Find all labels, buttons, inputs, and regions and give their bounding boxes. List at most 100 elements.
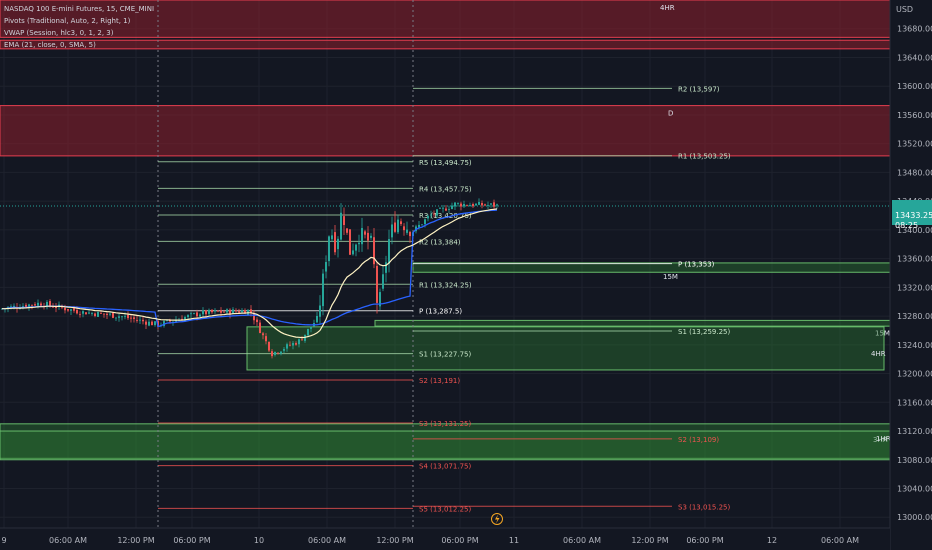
candle[interactable] xyxy=(406,221,408,235)
candle[interactable] xyxy=(457,202,459,207)
candle[interactable] xyxy=(232,307,234,315)
candle[interactable] xyxy=(46,300,48,310)
candle[interactable] xyxy=(352,243,354,256)
candle[interactable] xyxy=(154,321,156,327)
candle[interactable] xyxy=(430,210,432,219)
candle[interactable] xyxy=(148,318,150,327)
supply-zone[interactable] xyxy=(0,39,891,50)
candle[interactable] xyxy=(319,295,321,325)
candle[interactable] xyxy=(151,320,153,326)
candle[interactable] xyxy=(361,217,363,252)
candle[interactable] xyxy=(145,319,147,329)
candle[interactable] xyxy=(55,302,57,313)
candle[interactable] xyxy=(316,311,318,324)
candle[interactable] xyxy=(118,314,120,322)
candle[interactable] xyxy=(193,312,195,315)
candle[interactable] xyxy=(277,352,279,355)
candle[interactable] xyxy=(253,310,255,325)
candle[interactable] xyxy=(91,311,93,316)
candle[interactable] xyxy=(484,203,486,207)
candle[interactable] xyxy=(97,311,99,317)
candle[interactable] xyxy=(337,236,339,258)
candle[interactable] xyxy=(292,341,294,350)
candle[interactable] xyxy=(106,312,108,319)
candle[interactable] xyxy=(442,204,444,213)
candle[interactable] xyxy=(115,317,117,321)
candle[interactable] xyxy=(490,203,492,208)
candle[interactable] xyxy=(34,302,36,307)
candle[interactable] xyxy=(469,202,471,207)
lightning-icon[interactable] xyxy=(491,513,503,525)
indicator-vwap[interactable]: VWAP (Session, hlc3, 0, 1, 2, 3) xyxy=(4,29,114,37)
candle[interactable] xyxy=(466,204,468,207)
candles[interactable] xyxy=(1,198,498,359)
supply-zone[interactable] xyxy=(0,105,891,157)
candle[interactable] xyxy=(325,255,327,279)
candle[interactable] xyxy=(343,207,345,235)
candle[interactable] xyxy=(103,313,105,318)
candle[interactable] xyxy=(205,309,207,318)
candle[interactable] xyxy=(433,210,435,218)
candle[interactable] xyxy=(271,349,273,359)
candle[interactable] xyxy=(82,310,84,318)
supply-zone[interactable] xyxy=(0,0,891,38)
candle[interactable] xyxy=(388,229,390,273)
candle[interactable] xyxy=(136,315,138,323)
candle[interactable] xyxy=(283,347,285,354)
demand-zone[interactable] xyxy=(246,326,885,371)
candle[interactable] xyxy=(478,198,480,206)
candle[interactable] xyxy=(130,314,132,323)
candle[interactable] xyxy=(400,218,402,226)
candle[interactable] xyxy=(265,333,267,345)
candle[interactable] xyxy=(79,311,81,318)
candle[interactable] xyxy=(379,288,381,310)
candle[interactable] xyxy=(439,206,441,209)
candle[interactable] xyxy=(133,314,135,323)
candle[interactable] xyxy=(139,316,141,324)
candle[interactable] xyxy=(268,341,270,352)
candle[interactable] xyxy=(355,243,357,257)
candle[interactable] xyxy=(109,312,111,317)
demand-zone[interactable] xyxy=(374,319,891,327)
symbol-title[interactable]: NASDAQ 100 E-mini Futures, 15, CME_MINI xyxy=(4,5,154,13)
candle[interactable] xyxy=(436,208,438,219)
demand-zone[interactable] xyxy=(0,423,891,459)
candle[interactable] xyxy=(208,308,210,316)
candle[interactable] xyxy=(331,229,333,242)
candle[interactable] xyxy=(427,214,429,222)
candle[interactable] xyxy=(286,342,288,352)
candle[interactable] xyxy=(256,317,258,326)
time-axis-bg[interactable] xyxy=(0,528,890,550)
candle[interactable] xyxy=(358,234,360,253)
candle[interactable] xyxy=(241,308,243,313)
candle[interactable] xyxy=(301,336,303,341)
candle[interactable] xyxy=(382,265,384,292)
candle[interactable] xyxy=(112,312,114,319)
candle[interactable] xyxy=(322,269,324,316)
candle[interactable] xyxy=(376,262,378,314)
candle[interactable] xyxy=(346,228,348,235)
candle[interactable] xyxy=(421,224,423,226)
candle[interactable] xyxy=(310,326,312,333)
candle[interactable] xyxy=(289,341,291,347)
candle[interactable] xyxy=(40,301,42,306)
candle[interactable] xyxy=(259,319,261,334)
candle[interactable] xyxy=(397,215,399,234)
candle[interactable] xyxy=(280,351,282,356)
candle[interactable] xyxy=(328,235,330,267)
candle[interactable] xyxy=(472,202,474,209)
candle[interactable] xyxy=(199,313,201,318)
candle[interactable] xyxy=(85,311,87,315)
candle[interactable] xyxy=(67,309,69,313)
candle[interactable] xyxy=(214,308,216,314)
candle[interactable] xyxy=(487,201,489,209)
candle[interactable] xyxy=(373,228,375,269)
candle[interactable] xyxy=(475,202,477,206)
indicator-ema[interactable]: EMA (21, close, 0, SMA, 5) xyxy=(4,41,96,49)
candle[interactable] xyxy=(394,211,396,234)
candle[interactable] xyxy=(460,201,462,211)
candle[interactable] xyxy=(274,351,276,357)
candle[interactable] xyxy=(307,328,309,338)
candle[interactable] xyxy=(454,202,456,210)
